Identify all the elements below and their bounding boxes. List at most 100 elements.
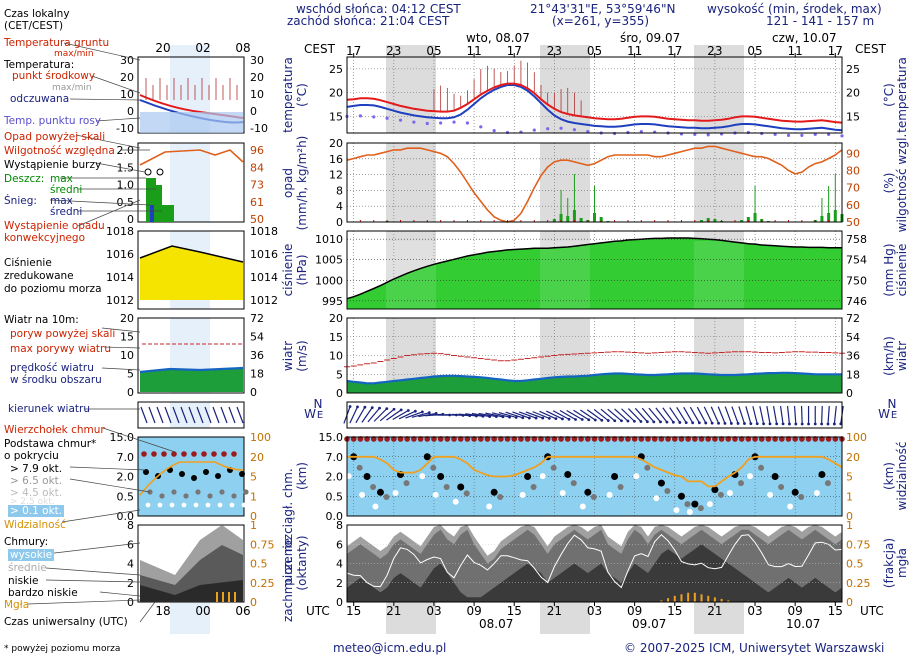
legend-conv2: konwekcyjnego: [4, 232, 86, 244]
coords-label: 21°43'31"E, 53°59'46"N: [530, 2, 676, 16]
wind-dir-arrow: [465, 413, 484, 417]
cloud-base-dot: [584, 488, 592, 496]
lg-wind-dir: [172, 406, 180, 424]
utc-tick: 09: [466, 604, 481, 618]
cloud-top-dot: [350, 436, 357, 442]
wind-dir-head: [541, 416, 545, 420]
utc-tick: 09: [788, 604, 803, 618]
cloud-top-dot: [477, 436, 484, 442]
pres-tick-left: 1010: [315, 233, 343, 246]
wind-dir-head: [613, 419, 617, 423]
wind-dir-head: [717, 421, 720, 425]
lg-wind-right: 0: [250, 386, 257, 399]
cloud-base-dot-white: [359, 491, 366, 498]
wind-dir-head: [671, 420, 675, 424]
legend-pointer: [69, 98, 141, 101]
hum-tick-right: 60: [846, 199, 860, 212]
lg-cc-right: 1: [250, 519, 257, 532]
cloud-base-dot-grey: [356, 464, 363, 471]
wind-dir-head: [729, 422, 733, 425]
legend-border-pres: [137, 230, 245, 310]
wind-dir-head: [645, 420, 649, 424]
legend-visibility: Widzialność: [4, 519, 66, 531]
wind-dir-arrow: [546, 410, 563, 420]
cloud-top-dot: [524, 436, 531, 442]
lg-cc-right: 0: [250, 596, 257, 609]
lg-wind-dir: [236, 406, 244, 424]
lg-cloud-top-dot: [201, 451, 207, 457]
fog-tick-right: 0.75: [846, 538, 871, 551]
cloud-top-dot: [738, 436, 745, 442]
lg-prec-left: 0: [127, 213, 134, 226]
lg-wind-left: 15: [120, 331, 134, 344]
pres-tick-right: 754: [846, 254, 867, 267]
cloud-top-dot: [772, 436, 778, 442]
wind-dir-head: [561, 417, 564, 421]
legend-pointer: [69, 466, 147, 471]
compass-w: W: [304, 407, 316, 421]
cloud-base-dot: [611, 473, 619, 480]
cloud-base-dot: [564, 471, 572, 479]
compass-n: N: [888, 397, 897, 411]
wind-dir-arrow: [821, 405, 823, 425]
wind-dir-head: [547, 416, 551, 420]
dew-point: [479, 125, 483, 129]
lg-prec-right: 61: [250, 196, 264, 209]
day-label-thu: czw, 10.07: [772, 31, 837, 45]
vis-tick-right: 20: [846, 451, 860, 464]
legend-rain: Deszcz:: [4, 173, 45, 185]
lg-cloud-white-dot: [205, 502, 211, 508]
cloud-top-dot: [571, 436, 578, 442]
cloud-base-dot-grey: [697, 505, 704, 512]
night-band-top-0: [386, 45, 436, 57]
dew-point: [452, 120, 456, 124]
cloud-base-dot: [771, 473, 779, 480]
night-band-prec-2: [694, 143, 744, 222]
lg-cloud-white-dot: [241, 502, 247, 508]
axis-temp-left2: (°C): [295, 83, 309, 107]
cloud-top-dot: [370, 436, 377, 442]
footer-email[interactable]: meteo@icm.edu.pl: [333, 641, 447, 655]
cloud-base-dot-grey: [737, 480, 744, 487]
cloud-top-dot: [498, 436, 504, 442]
wind-dir-head: [749, 422, 753, 426]
cloud-base-dot-grey: [798, 494, 805, 501]
wind-dir-head: [800, 422, 804, 426]
cloud-top-dot: [598, 436, 604, 442]
legend-pressure3: do poziomu morza: [4, 283, 102, 295]
legend-storm: Wystąpienie burzy: [4, 159, 102, 171]
legend-border-wind: [137, 317, 245, 394]
cb-tick-left: 7.0: [326, 451, 344, 464]
wind-dir-arrow: [491, 412, 510, 418]
dew-point: [800, 133, 804, 137]
cloud-top-dot: [618, 436, 625, 442]
legend-border-prec: [137, 142, 245, 223]
panel-border-dir: [346, 401, 843, 429]
dew-point: [827, 132, 831, 137]
precip-bar: [599, 217, 603, 222]
lg-cloud-base-dot: [179, 471, 185, 477]
legend-cest-tick: 08: [235, 41, 250, 55]
lg-cc-right: 0.25: [250, 577, 275, 590]
pressure-night-0: [386, 241, 436, 309]
dew-point: [786, 133, 791, 137]
lg-wind-left: 10: [120, 349, 134, 362]
legend-night-prec: [170, 143, 210, 222]
cloud-base-dot: [657, 479, 665, 487]
cloud-top-dot: [658, 436, 665, 442]
wind-dir-head: [356, 405, 359, 409]
legend-humidity: Wilgotność względna: [4, 145, 115, 157]
cloud-top-dot: [678, 436, 685, 442]
dew-point: [586, 129, 590, 134]
legend-utc-time: Czas uniwersalny (UTC): [4, 616, 128, 628]
utc-tick: 21: [707, 604, 722, 618]
legend-border-dir: [137, 401, 245, 429]
pres-tick-left: 1005: [315, 254, 343, 267]
wind-area: [347, 372, 842, 393]
cb-tick-left: 15.0: [319, 431, 344, 444]
wind-dir-arrow: [512, 411, 530, 419]
cloud-base-dot-grey: [778, 484, 785, 491]
legend-ground-minmax: max/min: [54, 49, 94, 59]
lg-cc-left: 0: [127, 596, 134, 609]
wind-dir-arrow: [655, 407, 668, 423]
